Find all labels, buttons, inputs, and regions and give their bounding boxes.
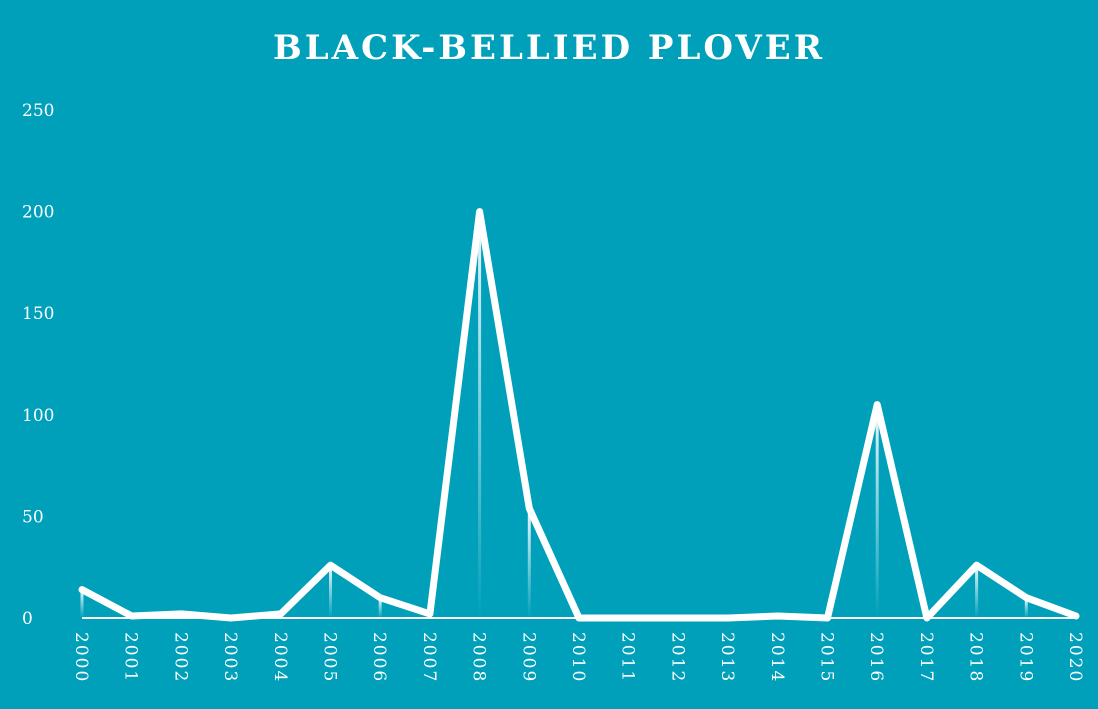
y-axis: 0 50 100 150 200 250 (22, 101, 54, 629)
data-point (1073, 612, 1079, 619)
x-tick-label: 2010 (568, 632, 588, 683)
data-point (327, 562, 334, 569)
x-tick-label: 2020 (1065, 632, 1085, 683)
data-point (725, 615, 732, 621)
x-tick-label: 2000 (71, 632, 91, 683)
x-tick-label: 2001 (121, 632, 141, 683)
x-tick-label: 2004 (270, 632, 290, 683)
x-tick-label: 2016 (866, 632, 886, 683)
data-point (923, 615, 930, 621)
x-tick-label: 2002 (170, 632, 190, 683)
x-tick-label: 2013 (717, 632, 737, 683)
drop-line (378, 597, 382, 618)
drop-line (1024, 597, 1028, 618)
data-point (874, 401, 881, 408)
x-tick-label: 2012 (667, 632, 687, 683)
data-point (426, 610, 433, 617)
x-tick-label: 2018 (966, 632, 986, 683)
data-point (675, 615, 682, 621)
data-point (476, 208, 483, 215)
drop-line (80, 589, 84, 618)
data-point (774, 612, 781, 619)
data-point (824, 615, 831, 621)
x-tick-label: 2003 (220, 632, 240, 683)
x-tick-label: 2006 (369, 632, 389, 683)
data-point (128, 612, 135, 619)
x-tick-label: 2008 (469, 632, 489, 683)
data-point (377, 594, 384, 601)
x-tick-label: 2017 (916, 632, 936, 683)
data-point (625, 615, 632, 621)
x-axis: 2000 2001 2002 2003 2004 2005 2006 2007 2008 2009… (71, 632, 1085, 683)
data-point (277, 610, 284, 617)
data-point (228, 615, 235, 621)
data-point (178, 610, 185, 617)
chart-title: BLACK-BELLIED PLOVER (273, 28, 825, 68)
y-tick-label: 100 (22, 406, 54, 426)
x-tick-label: 2014 (767, 632, 787, 683)
x-tick-label: 2019 (1015, 632, 1035, 683)
drop-line (875, 404, 879, 618)
data-point (1023, 594, 1030, 601)
drop-line (329, 565, 332, 618)
drop-line (478, 211, 482, 618)
data-point (526, 505, 533, 512)
y-tick-label: 250 (22, 101, 54, 121)
x-tick-label: 2009 (518, 632, 538, 683)
x-tick-label: 2015 (817, 632, 837, 683)
x-tick-label: 2007 (419, 632, 439, 683)
series-line (78, 208, 1080, 622)
x-tick-label: 2011 (618, 632, 638, 683)
y-tick-label: 150 (22, 304, 54, 324)
x-tick-label: 2005 (320, 632, 340, 683)
data-point (973, 562, 980, 569)
y-tick-label: 200 (22, 203, 54, 223)
y-tick-label: 0 (22, 609, 33, 629)
y-tick-label: 50 (22, 507, 44, 527)
drop-line (975, 565, 979, 618)
drop-lines (80, 211, 1078, 618)
data-point (576, 615, 582, 621)
drop-line (527, 508, 531, 618)
data-point (79, 586, 85, 593)
